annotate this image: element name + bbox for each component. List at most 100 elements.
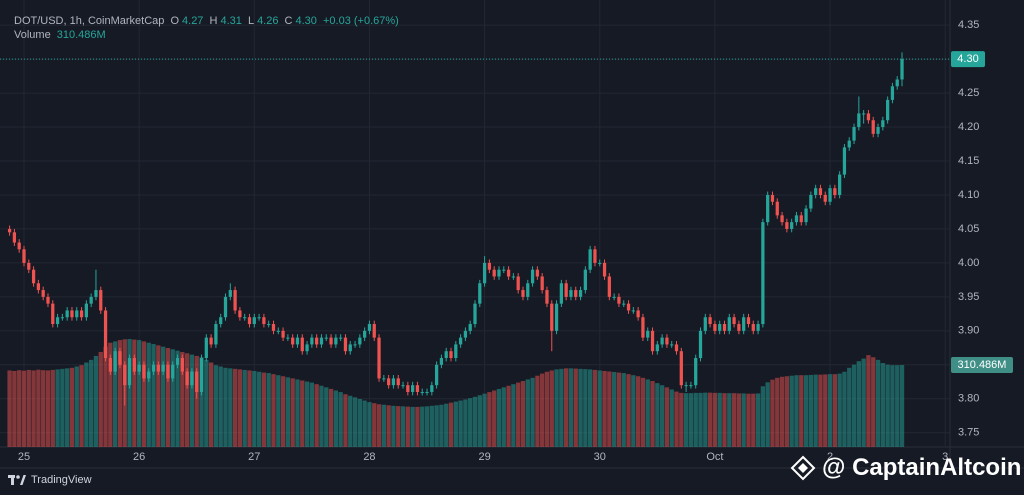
candle-body xyxy=(286,337,290,339)
y-tick-label: 3.90 xyxy=(958,325,979,337)
candle-body xyxy=(698,330,703,359)
candle-body xyxy=(790,222,794,229)
volume-bar xyxy=(31,370,36,447)
candle-body xyxy=(387,378,391,386)
candle-body xyxy=(895,79,899,87)
volume-bar xyxy=(760,386,766,447)
candle-body xyxy=(238,310,242,318)
volume-bar xyxy=(65,368,70,447)
volume-bar xyxy=(41,370,46,447)
candle-body xyxy=(434,364,439,386)
volume-bar xyxy=(93,355,99,447)
candle-body xyxy=(838,174,842,195)
candle-body xyxy=(828,188,832,202)
volume-bar xyxy=(151,344,156,447)
volume-bar xyxy=(208,362,214,447)
brand[interactable]: TradingView xyxy=(8,474,92,486)
candle-body xyxy=(631,310,635,312)
candle-body xyxy=(502,269,506,271)
candle-body xyxy=(406,385,410,392)
candle-body xyxy=(578,290,583,297)
candle-body xyxy=(185,371,189,386)
volume-bar xyxy=(160,346,166,447)
candle-body xyxy=(885,99,890,121)
volume-bar xyxy=(127,339,132,447)
volume-bar xyxy=(765,382,770,447)
y-tick-label: 4.35 xyxy=(958,19,979,31)
volume-bar xyxy=(12,370,17,447)
candle-body xyxy=(655,344,659,352)
volume-bar xyxy=(7,370,12,447)
candle-body xyxy=(228,290,232,297)
volume-bar xyxy=(890,365,895,447)
candle-body xyxy=(530,269,535,284)
candle-body xyxy=(233,290,237,311)
candle-body xyxy=(348,344,352,352)
volume-bar xyxy=(50,369,55,447)
candle-body xyxy=(607,276,611,297)
brand-logo xyxy=(8,475,26,485)
volume-bar xyxy=(722,393,727,447)
candle-body xyxy=(425,391,429,393)
candle-body xyxy=(847,140,851,148)
volume-bar xyxy=(794,375,799,447)
volume-bar xyxy=(827,374,833,447)
volume-bar xyxy=(703,392,708,447)
volume-bar xyxy=(621,373,626,447)
candle-body xyxy=(780,215,784,223)
volume-bar xyxy=(420,406,425,447)
ohlc-key: C xyxy=(284,15,293,27)
volume-bar xyxy=(631,375,636,447)
volume-bar xyxy=(266,373,271,447)
candle-body xyxy=(871,120,875,134)
candle-body xyxy=(794,215,799,223)
volume-bar xyxy=(252,370,257,447)
volume-bar xyxy=(837,373,842,447)
volume-bar xyxy=(866,355,871,447)
volume-bar xyxy=(847,367,852,447)
candle-body xyxy=(108,358,112,372)
volume-bar xyxy=(396,406,401,447)
volume-bar xyxy=(213,365,219,447)
volume-bar xyxy=(693,392,698,447)
volume-bar xyxy=(727,393,732,447)
volume-bar xyxy=(616,372,622,447)
candle-body xyxy=(703,317,707,331)
candle-body xyxy=(473,303,477,325)
volume-bar xyxy=(751,393,756,447)
y-tick-label: 4.05 xyxy=(958,223,979,235)
candle-body xyxy=(593,249,597,263)
candle-body xyxy=(540,276,544,291)
candle-body xyxy=(214,324,218,345)
candle-body xyxy=(123,364,127,386)
volume-bar xyxy=(21,370,27,447)
candle-body xyxy=(137,364,141,372)
candle-body xyxy=(722,324,727,331)
volume-bar xyxy=(199,357,204,447)
candle-body xyxy=(818,188,823,195)
volume-bar xyxy=(472,396,478,447)
volume-bar xyxy=(55,369,60,447)
volume-bar xyxy=(271,374,276,447)
candle-body xyxy=(151,364,156,372)
volume-bar xyxy=(803,375,809,447)
x-tick-label: 30 xyxy=(594,451,606,463)
last-price-label: 4.30 xyxy=(957,53,978,65)
volume-bar xyxy=(573,368,578,447)
candle-body xyxy=(713,324,717,331)
candle-body xyxy=(468,324,472,331)
volume-bar xyxy=(372,403,377,447)
volume-bar xyxy=(492,390,497,447)
candle-body xyxy=(353,344,357,346)
volume-bar xyxy=(256,371,262,447)
y-tick-label: 4.25 xyxy=(958,87,979,99)
volume-bar xyxy=(194,355,199,447)
candle-body xyxy=(708,317,712,325)
candle-body xyxy=(334,337,338,345)
candle-body xyxy=(900,59,904,80)
candle-body xyxy=(271,324,276,331)
volume-bar xyxy=(506,385,511,447)
x-tick-label: 25 xyxy=(18,451,30,463)
volume-bar xyxy=(746,393,751,447)
candle-body xyxy=(588,249,592,270)
